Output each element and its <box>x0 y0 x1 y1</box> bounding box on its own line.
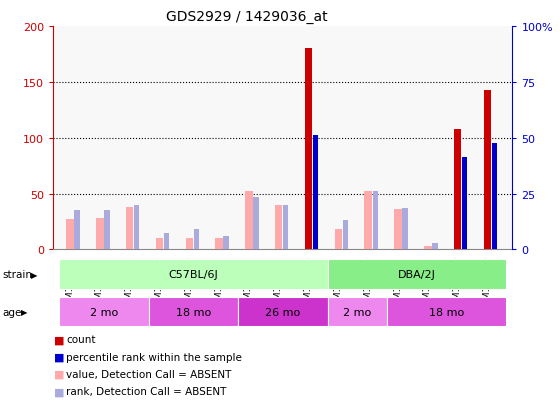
Bar <box>253 197 259 250</box>
Bar <box>66 220 74 250</box>
Text: 2 mo: 2 mo <box>343 307 371 317</box>
Bar <box>216 239 223 250</box>
Text: count: count <box>66 335 96 344</box>
Bar <box>328 260 506 290</box>
Text: 18 mo: 18 mo <box>176 307 211 317</box>
Text: 26 mo: 26 mo <box>265 307 300 317</box>
Bar <box>365 192 372 250</box>
Text: ■: ■ <box>54 335 64 344</box>
Bar <box>343 221 348 250</box>
Bar <box>275 205 282 250</box>
Text: ▶: ▶ <box>31 270 38 279</box>
Text: percentile rank within the sample: percentile rank within the sample <box>66 352 242 362</box>
Bar <box>372 192 378 250</box>
Bar <box>387 297 506 327</box>
Text: 18 mo: 18 mo <box>429 307 464 317</box>
Bar <box>185 239 193 250</box>
Bar <box>74 211 80 250</box>
Bar <box>164 233 169 250</box>
Bar <box>462 157 468 250</box>
Text: DBA/2J: DBA/2J <box>398 270 436 280</box>
Bar <box>283 205 288 250</box>
Text: C57BL/6J: C57BL/6J <box>169 270 218 280</box>
Bar <box>454 129 461 250</box>
Bar <box>394 210 402 250</box>
Bar <box>335 230 342 250</box>
Text: rank, Detection Call = ABSENT: rank, Detection Call = ABSENT <box>66 387 226 396</box>
Bar <box>492 144 497 250</box>
Bar <box>126 207 133 250</box>
Bar <box>245 192 253 250</box>
Bar <box>484 90 491 250</box>
Text: GDS2929 / 1429036_at: GDS2929 / 1429036_at <box>166 10 327 24</box>
Text: value, Detection Call = ABSENT: value, Detection Call = ABSENT <box>66 369 231 379</box>
Bar <box>148 297 238 327</box>
Bar <box>328 297 387 327</box>
Text: ▶: ▶ <box>21 307 28 316</box>
Bar <box>238 297 328 327</box>
Bar <box>305 49 312 250</box>
Text: ■: ■ <box>54 387 64 396</box>
Text: age: age <box>2 307 22 317</box>
Text: 2 mo: 2 mo <box>90 307 118 317</box>
Bar <box>194 230 199 250</box>
Bar <box>424 247 432 250</box>
Bar <box>223 237 229 250</box>
Text: ■: ■ <box>54 352 64 362</box>
Bar <box>402 209 408 250</box>
Text: ■: ■ <box>54 369 64 379</box>
Bar <box>313 136 318 250</box>
Bar <box>432 243 437 250</box>
Bar <box>59 297 148 327</box>
Text: strain: strain <box>2 270 32 280</box>
Bar <box>156 239 163 250</box>
Bar <box>104 211 110 250</box>
Bar <box>96 218 104 250</box>
Bar <box>59 260 328 290</box>
Bar <box>134 205 139 250</box>
